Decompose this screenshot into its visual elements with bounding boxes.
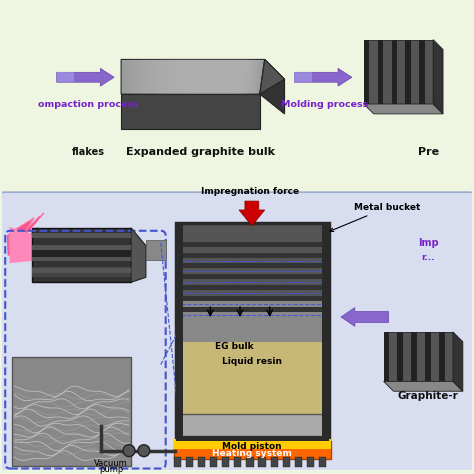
Polygon shape: [433, 40, 443, 114]
Polygon shape: [398, 332, 403, 382]
Text: Pre: Pre: [418, 146, 439, 156]
Bar: [258, 456, 266, 466]
FancyArrow shape: [341, 308, 389, 327]
Polygon shape: [378, 40, 383, 104]
Bar: [181, 264, 324, 268]
Text: Vacuum: Vacuum: [94, 459, 128, 468]
Text: EG bulk: EG bulk: [215, 342, 254, 351]
Text: Liquid resin: Liquid resin: [222, 357, 282, 366]
Bar: [32, 268, 131, 273]
Bar: [234, 456, 241, 466]
Bar: [32, 247, 131, 259]
Polygon shape: [121, 59, 265, 94]
Bar: [186, 456, 193, 466]
Polygon shape: [131, 228, 146, 283]
FancyBboxPatch shape: [2, 0, 472, 203]
Polygon shape: [10, 213, 44, 253]
Circle shape: [138, 445, 150, 456]
Text: r...: r...: [421, 253, 435, 262]
Polygon shape: [260, 59, 284, 114]
Bar: [32, 233, 131, 238]
Bar: [32, 267, 131, 277]
Text: Mold piston: Mold piston: [222, 442, 282, 451]
Text: ompaction process: ompaction process: [38, 100, 139, 109]
Bar: [32, 256, 131, 262]
Polygon shape: [364, 40, 433, 104]
Polygon shape: [419, 40, 425, 104]
Polygon shape: [10, 228, 57, 263]
Text: Metal bucket: Metal bucket: [330, 203, 420, 231]
Bar: [181, 342, 324, 436]
Polygon shape: [392, 40, 397, 104]
Bar: [283, 456, 290, 466]
FancyArrow shape: [294, 73, 312, 82]
Polygon shape: [364, 104, 443, 114]
Polygon shape: [383, 382, 463, 391]
Text: Graphite-r: Graphite-r: [398, 391, 458, 401]
Bar: [173, 441, 331, 459]
Text: Heating system: Heating system: [212, 449, 292, 458]
Bar: [198, 456, 205, 466]
Bar: [12, 356, 131, 465]
Bar: [307, 456, 314, 466]
Text: Molding process: Molding process: [281, 100, 368, 109]
Bar: [181, 253, 324, 257]
Polygon shape: [425, 332, 431, 382]
Bar: [181, 285, 324, 290]
Bar: [181, 274, 324, 279]
Bar: [210, 456, 217, 466]
Bar: [181, 297, 324, 436]
Polygon shape: [453, 332, 463, 391]
Polygon shape: [7, 216, 40, 255]
Bar: [181, 307, 324, 312]
FancyBboxPatch shape: [0, 192, 474, 474]
Polygon shape: [260, 59, 284, 94]
FancyArrow shape: [294, 68, 352, 86]
Bar: [173, 456, 181, 466]
Polygon shape: [383, 332, 389, 382]
Bar: [246, 456, 254, 466]
Text: Impregnation force: Impregnation force: [201, 187, 299, 196]
Bar: [146, 240, 166, 259]
Bar: [32, 228, 131, 283]
Bar: [222, 456, 229, 466]
Bar: [319, 456, 326, 466]
FancyArrow shape: [239, 201, 265, 226]
Bar: [271, 456, 278, 466]
Bar: [322, 223, 329, 441]
Circle shape: [123, 445, 135, 456]
FancyArrow shape: [57, 68, 114, 86]
Text: Expanded graphite bulk: Expanded graphite bulk: [126, 146, 275, 156]
Text: flakes: flakes: [72, 146, 105, 156]
Bar: [175, 436, 329, 441]
Polygon shape: [364, 40, 369, 104]
Polygon shape: [383, 332, 453, 382]
Polygon shape: [439, 332, 445, 382]
FancyArrow shape: [57, 73, 74, 82]
Bar: [175, 223, 182, 441]
Bar: [32, 245, 131, 250]
Bar: [181, 414, 324, 436]
Polygon shape: [405, 40, 411, 104]
Bar: [173, 439, 331, 449]
Bar: [175, 223, 329, 441]
Polygon shape: [411, 332, 417, 382]
Bar: [181, 242, 324, 246]
Text: pump: pump: [99, 465, 123, 474]
Bar: [295, 456, 302, 466]
Polygon shape: [121, 94, 260, 129]
Text: Imp: Imp: [418, 237, 438, 248]
Bar: [181, 296, 324, 301]
